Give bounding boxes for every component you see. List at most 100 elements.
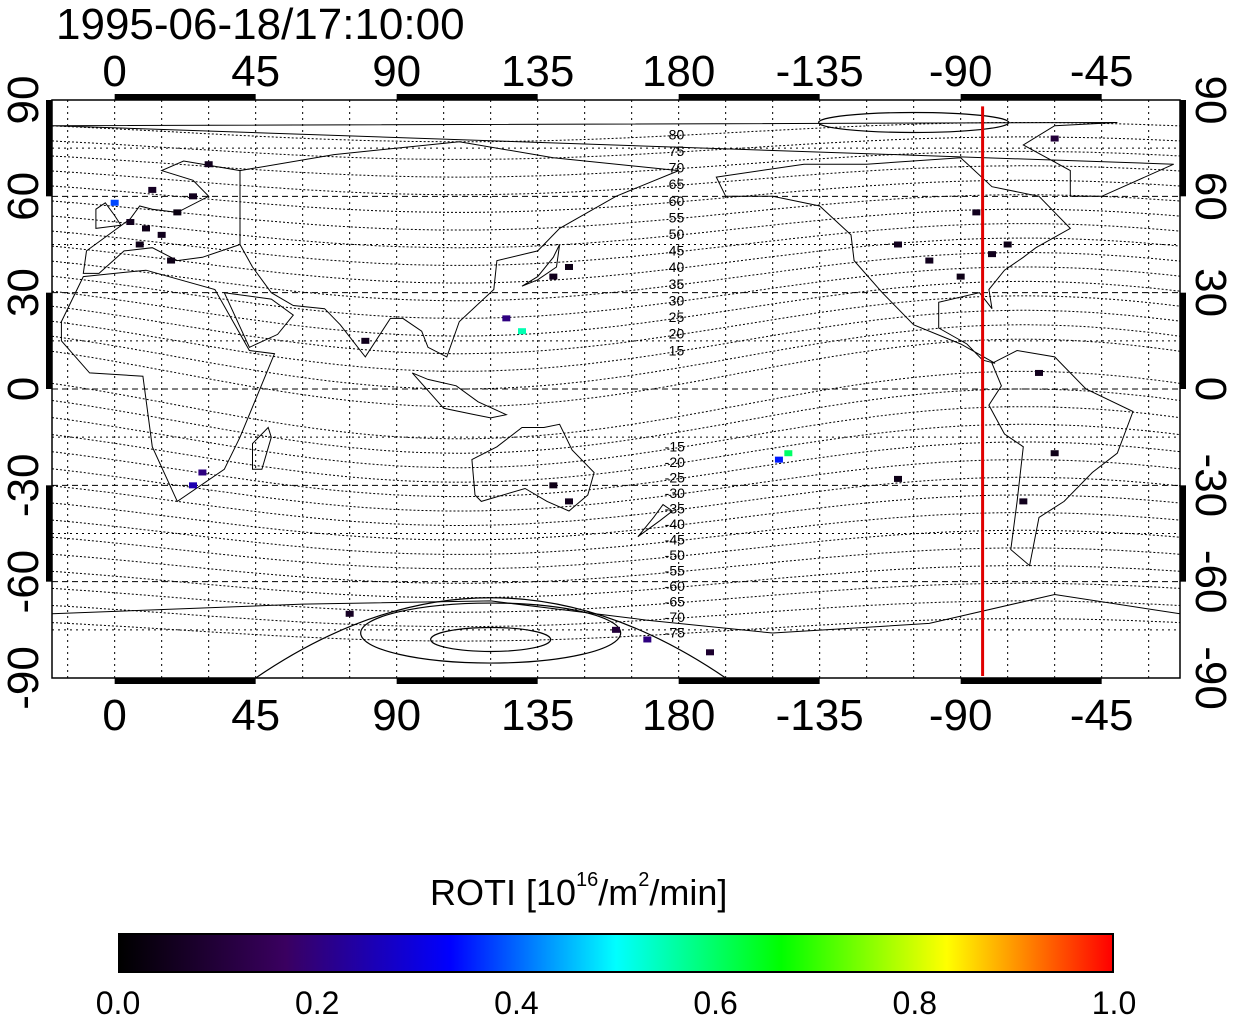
coastline-antarctica [51,594,1181,634]
colorbar-tick-label: 0.0 [95,985,141,1021]
border-bar-left [46,292,52,389]
bottom-tick-label: 90 [372,691,421,740]
coastline [239,141,679,358]
maglat-label: 25 [669,309,685,325]
magnetic-contour [51,459,1181,512]
maglat-label: 80 [669,126,685,142]
colorbar-tick-label: 1.0 [1091,985,1137,1021]
top-tick-label: 0 [102,47,126,96]
border-bar-top [678,94,820,100]
magnetic-contour [51,565,1181,599]
top-tick-label: -90 [929,47,993,96]
roti-cell [167,257,176,264]
roti-cell [972,209,981,216]
border-bar-right [1180,485,1186,582]
left-tick-label: -30 [0,454,48,518]
magnetic-contour [51,309,1181,372]
roti-cell [142,225,150,232]
roti-cell [612,626,620,633]
roti-cell [126,219,135,226]
border-bar-left [46,485,52,582]
coastline [471,423,595,512]
map-title: 1995-06-18/17:10:00 [56,0,465,49]
roti-cell [549,482,558,489]
maglat-label: 30 [669,292,685,308]
top-tick-label: -45 [1070,47,1134,96]
maglat-label: -60 [665,578,685,594]
maglat-label: -40 [665,516,685,532]
colorbar-tick-label: 0.4 [494,985,539,1021]
roti-cell [110,199,119,206]
roti-cell [565,263,573,270]
right-tick-label: 90 [1186,76,1235,125]
maglat-label: -15 [665,439,685,455]
right-tick-label: -30 [1186,454,1235,518]
roti-cell [1003,241,1012,248]
maglat-label: 40 [669,259,685,275]
border-bar-bottom [678,678,820,684]
roti-cell [988,251,996,258]
magnetic-contour [51,136,1181,160]
maglat-label: 45 [669,243,685,259]
roti-cell [1019,498,1028,505]
maglat-label: 60 [669,193,685,209]
left-tick-label: 90 [0,76,48,125]
border-bar-top [960,94,1102,100]
roti-cell [894,241,902,248]
roti-cell [361,337,370,344]
maglat-label: 15 [669,342,685,358]
bottom-tick-label: 180 [642,691,715,740]
magnetic-contour [51,529,1181,570]
maglat-label: 20 [669,326,685,342]
coastline [715,157,1072,364]
magnetic-contour [51,223,1181,266]
right-tick-label: -60 [1186,550,1235,614]
coastline [252,426,272,470]
coastline [60,269,276,503]
border-bar-bottom [114,678,256,684]
colorbar [118,933,1114,973]
magnetic-contour [51,280,1181,337]
right-tick-label: 30 [1186,268,1235,317]
border-bar-right [1180,100,1186,197]
magnetic-contour [51,338,1181,408]
coastline [637,503,674,538]
top-tick-label: 135 [501,47,574,96]
border-bar-right [1180,292,1186,389]
maglat-label: -45 [665,532,685,548]
right-tick-label: 60 [1186,172,1235,221]
magnetic-contour [51,150,1181,178]
roti-cell [204,161,213,168]
magnetic-contour [51,441,1181,498]
roti-cell [1050,450,1059,457]
coastline [51,122,1174,197]
magnetic-contour [51,252,1181,302]
coastline [223,292,295,348]
magnetic-contour [51,370,1181,440]
border-bar-left [46,100,52,197]
top-tick-label: 180 [642,47,715,96]
magnetic-contour [51,406,1181,469]
roti-cell [502,315,511,322]
coastline [95,202,122,229]
south-pole-arc [255,597,727,679]
colorbar-title-suffix: /min] [649,872,728,913]
maglat-label: -25 [665,470,685,486]
maglat-label: 50 [669,226,685,242]
maglat-label: -75 [665,625,685,641]
maglat-label: -70 [665,609,685,625]
left-tick-label: 0 [0,377,48,401]
roti-cell [198,469,207,476]
bottom-tick-label: -45 [1070,691,1134,740]
top-tick-label: -135 [776,47,864,96]
roti-cell [1050,135,1059,142]
magnetic-contour [51,324,1181,390]
roti-cell [956,273,965,280]
left-tick-label: -60 [0,550,48,614]
magnetic-contour [51,582,1181,613]
maglat-label: 70 [669,160,685,176]
maglat-label: -50 [665,547,685,563]
left-tick-label: -90 [0,646,48,710]
coastline [411,372,508,419]
maglat-label: -20 [665,454,685,470]
